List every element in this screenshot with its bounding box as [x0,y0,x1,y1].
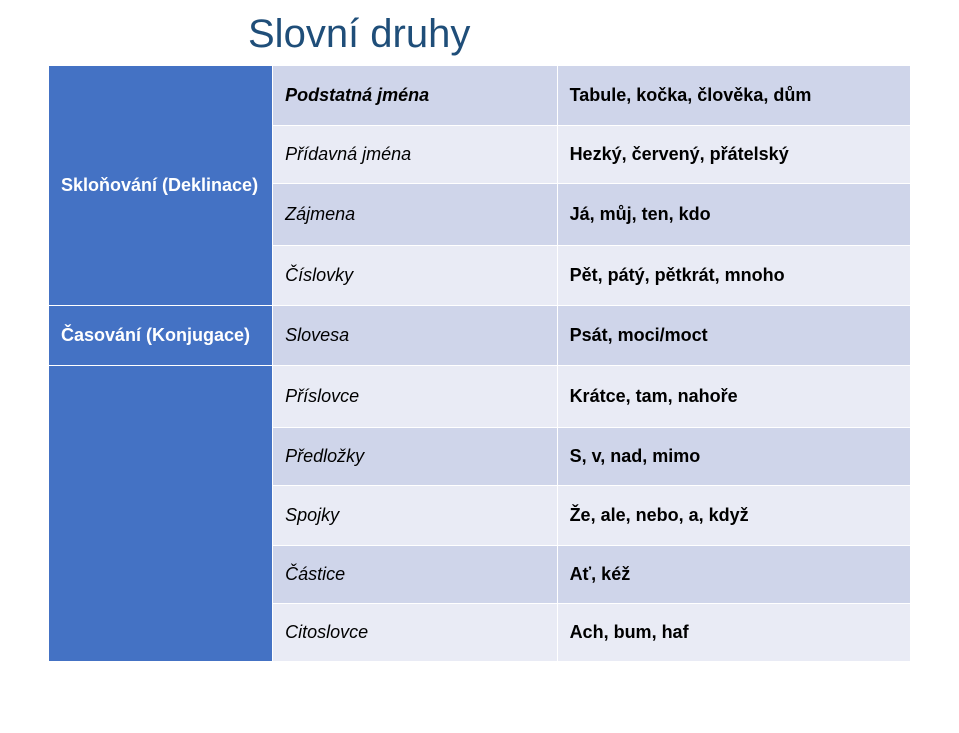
table-row: Časování (Konjugace) Slovesa Psát, moci/… [49,306,911,366]
word-type: Podstatná jména [273,66,557,126]
word-example: Pět, pátý, pětkrát, mnoho [557,246,910,306]
parts-of-speech-table: Skloňování (Deklinace) Podstatná jména T… [48,65,911,662]
category-cell-conjugation: Časování (Konjugace) [49,306,273,366]
word-type: Přídavná jména [273,126,557,184]
word-type: Příslovce [273,366,557,428]
word-type: Číslovky [273,246,557,306]
word-example: Ať, kéž [557,546,910,604]
word-type: Částice [273,546,557,604]
table-row: Příslovce Krátce, tam, nahoře [49,366,911,428]
word-type: Spojky [273,486,557,546]
slide-title: Slovní druhy [248,12,911,57]
word-example: Krátce, tam, nahoře [557,366,910,428]
word-type: Předložky [273,428,557,486]
word-type: Zájmena [273,184,557,246]
word-example: Tabule, kočka, člověka, dům [557,66,910,126]
word-example: Hezký, červený, přátelský [557,126,910,184]
word-example: Že, ale, nebo, a, když [557,486,910,546]
slide: Slovní druhy Skloňování (Deklinace) Pods… [0,0,959,733]
table-row: Skloňování (Deklinace) Podstatná jména T… [49,66,911,126]
word-type: Citoslovce [273,604,557,662]
word-type: Slovesa [273,306,557,366]
category-cell-empty [49,366,273,662]
word-example: S, v, nad, mimo [557,428,910,486]
word-example: Psát, moci/moct [557,306,910,366]
word-example: Já, můj, ten, kdo [557,184,910,246]
word-example: Ach, bum, haf [557,604,910,662]
category-cell-declension: Skloňování (Deklinace) [49,66,273,306]
